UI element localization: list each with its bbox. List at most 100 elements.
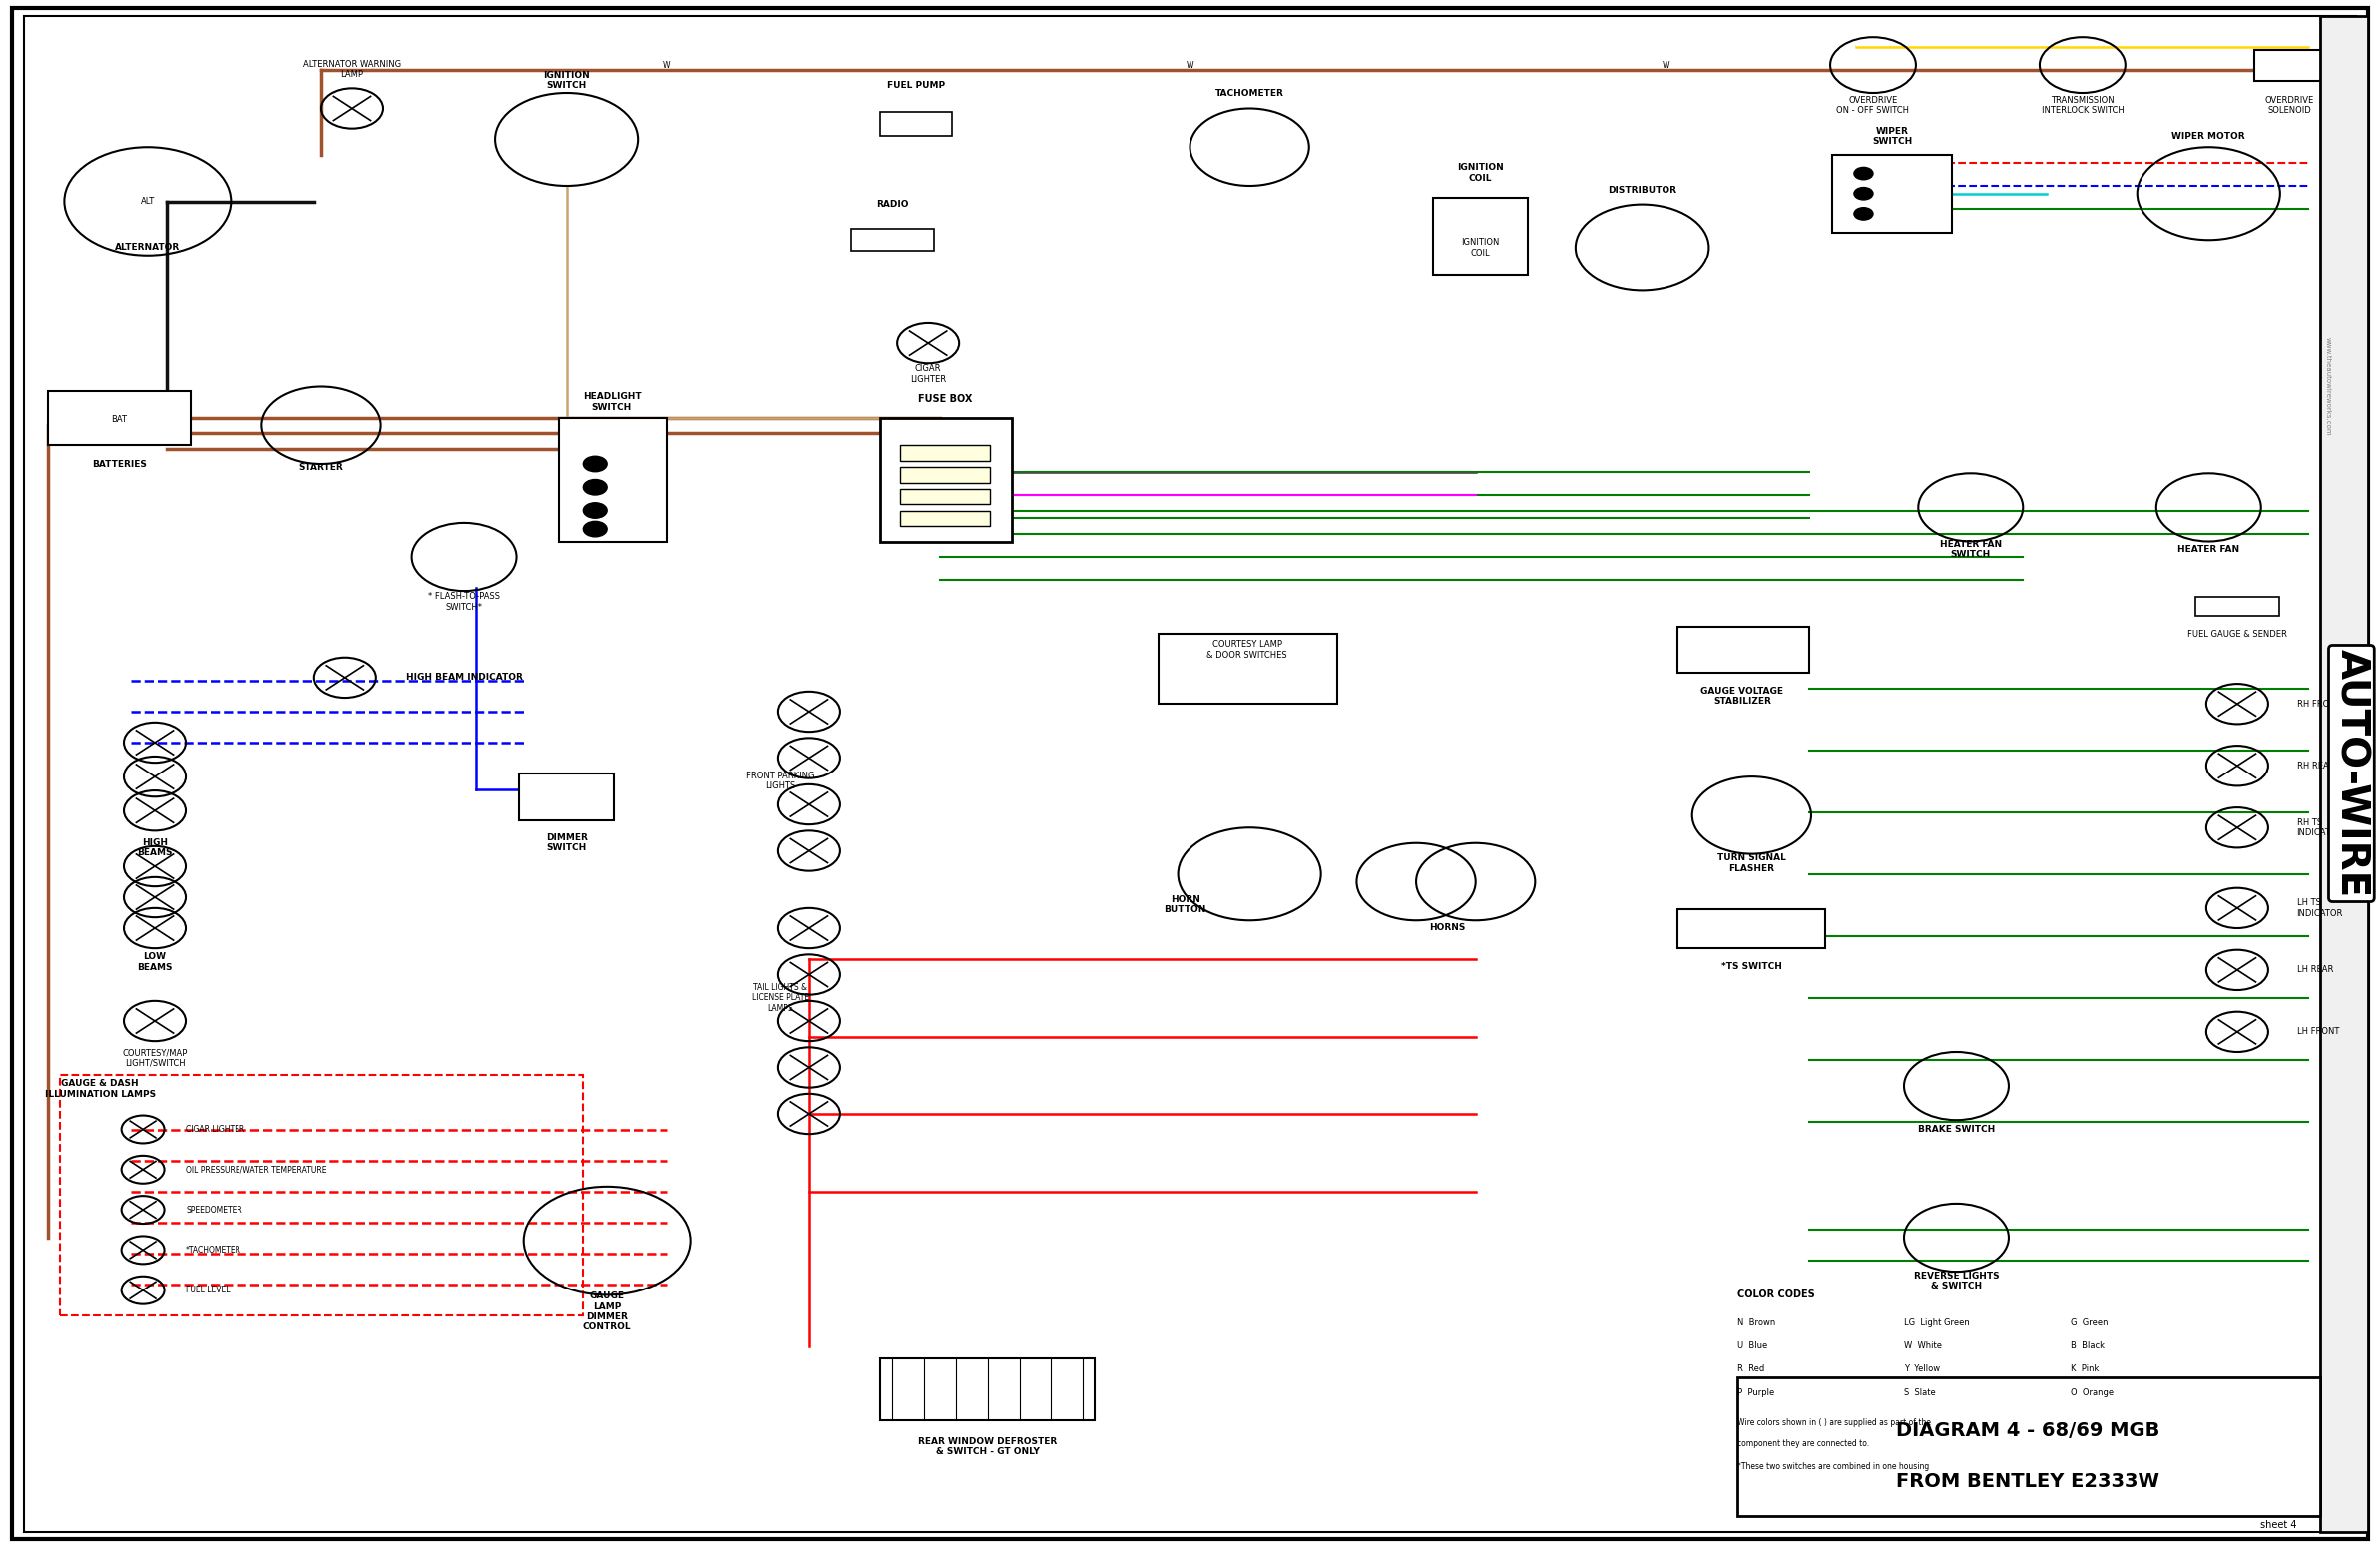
Text: O  Orange: O Orange: [2071, 1388, 2113, 1397]
Text: TRANSMISSION
INTERLOCK SWITCH: TRANSMISSION INTERLOCK SWITCH: [2042, 96, 2123, 114]
Bar: [1678, 627, 1809, 673]
Bar: [1678, 910, 1825, 948]
Text: LH TS
INDICATOR: LH TS INDICATOR: [2297, 899, 2342, 917]
Text: G  Green: G Green: [2071, 1318, 2109, 1327]
Text: P  Purple: P Purple: [1737, 1388, 1775, 1397]
Text: DIMMER
SWITCH: DIMMER SWITCH: [545, 834, 588, 852]
Bar: [850, 229, 933, 251]
Text: ALT: ALT: [140, 196, 155, 206]
Circle shape: [583, 503, 607, 518]
Text: WIPER MOTOR: WIPER MOTOR: [2173, 131, 2244, 141]
Text: component they are connected to.: component they are connected to.: [1737, 1439, 1868, 1448]
Text: BAT: BAT: [112, 415, 126, 424]
Text: RH FRONT: RH FRONT: [2297, 699, 2340, 709]
Text: W: W: [1661, 60, 1671, 70]
Text: FUEL GAUGE & SENDER: FUEL GAUGE & SENDER: [2187, 630, 2287, 639]
Text: GAUGE
LAMP
DIMMER
CONTROL: GAUGE LAMP DIMMER CONTROL: [583, 1292, 631, 1332]
Circle shape: [583, 521, 607, 537]
Bar: [60, 1075, 583, 1315]
Bar: [900, 467, 990, 483]
Text: *TS SWITCH: *TS SWITCH: [1721, 962, 1783, 972]
Text: * FLASH-TO-PASS
SWITCH*: * FLASH-TO-PASS SWITCH*: [428, 593, 500, 611]
Text: K  Pink: K Pink: [2071, 1364, 2099, 1374]
Text: N  Brown: N Brown: [1737, 1318, 1775, 1327]
Text: W: W: [1185, 60, 1195, 70]
Text: CIGAR LIGHTER: CIGAR LIGHTER: [186, 1125, 245, 1134]
Bar: [519, 774, 614, 820]
Bar: [2320, 15, 2368, 1532]
Text: Wire colors shown in ( ) are supplied as part of the: Wire colors shown in ( ) are supplied as…: [1737, 1419, 1930, 1428]
Text: LG  Light Green: LG Light Green: [1904, 1318, 1971, 1327]
Text: U  Blue: U Blue: [1737, 1341, 1768, 1351]
Text: COLOR CODES: COLOR CODES: [1737, 1290, 1816, 1299]
Text: GAUGE & DASH
ILLUMINATION LAMPS: GAUGE & DASH ILLUMINATION LAMPS: [45, 1080, 155, 1098]
Text: FRONT PARKING
LIGHTS: FRONT PARKING LIGHTS: [747, 772, 814, 791]
Text: IGNITION
COIL: IGNITION COIL: [1461, 238, 1499, 257]
Bar: [1833, 155, 1952, 232]
Text: HEATER FAN: HEATER FAN: [2178, 545, 2240, 554]
Bar: [900, 511, 990, 526]
Text: FUSE BOX: FUSE BOX: [919, 394, 971, 404]
Text: B  Black: B Black: [2071, 1341, 2104, 1351]
Text: DIAGRAM 4 - 68/69 MGB: DIAGRAM 4 - 68/69 MGB: [1897, 1422, 2159, 1440]
Text: COURTESY LAMP
& DOOR SWITCHES: COURTESY LAMP & DOOR SWITCHES: [1207, 640, 1288, 659]
Circle shape: [1854, 167, 1873, 179]
Text: TURN SIGNAL
FLASHER: TURN SIGNAL FLASHER: [1718, 854, 1785, 873]
Text: IGNITION
COIL: IGNITION COIL: [1457, 162, 1504, 183]
Text: BRAKE SWITCH: BRAKE SWITCH: [1918, 1125, 1994, 1134]
Bar: [1737, 1377, 2320, 1516]
Text: IGNITION
SWITCH: IGNITION SWITCH: [543, 71, 590, 90]
Circle shape: [583, 480, 607, 495]
Text: BATTERIES: BATTERIES: [90, 459, 148, 469]
Text: *TACHOMETER: *TACHOMETER: [186, 1245, 240, 1255]
Bar: [559, 418, 666, 541]
Text: GAUGE VOLTAGE
STABILIZER: GAUGE VOLTAGE STABILIZER: [1702, 687, 1783, 705]
Text: www.theautowireworks.com: www.theautowireworks.com: [2325, 337, 2330, 436]
Text: OIL PRESSURE/WATER TEMPERATURE: OIL PRESSURE/WATER TEMPERATURE: [186, 1165, 326, 1174]
Text: RH TS
INDICATOR: RH TS INDICATOR: [2297, 818, 2342, 837]
Text: SPEEDOMETER: SPEEDOMETER: [186, 1205, 243, 1214]
Text: WIPER
SWITCH: WIPER SWITCH: [1873, 127, 1911, 145]
Bar: [2194, 597, 2278, 616]
Text: W  White: W White: [1904, 1341, 1942, 1351]
Text: FROM BENTLEY E2333W: FROM BENTLEY E2333W: [1897, 1473, 2159, 1491]
Text: LOW
BEAMS: LOW BEAMS: [138, 953, 171, 972]
Text: RH REAR: RH REAR: [2297, 761, 2335, 770]
Text: FUEL LEVEL: FUEL LEVEL: [186, 1286, 231, 1295]
Text: sheet 4: sheet 4: [2261, 1521, 2297, 1530]
Bar: [881, 418, 1012, 541]
Bar: [1433, 198, 1528, 275]
Circle shape: [1854, 207, 1873, 220]
Text: LH FRONT: LH FRONT: [2297, 1027, 2340, 1036]
Text: OVERDRIVE
SOLENOID: OVERDRIVE SOLENOID: [2266, 96, 2313, 114]
Text: STARTER: STARTER: [300, 463, 343, 472]
Text: REAR WINDOW DEFROSTER
& SWITCH - GT ONLY: REAR WINDOW DEFROSTER & SWITCH - GT ONLY: [919, 1437, 1057, 1456]
Text: HORNS: HORNS: [1428, 924, 1466, 933]
Text: CIGAR
LIGHTER: CIGAR LIGHTER: [909, 365, 947, 384]
Text: TACHOMETER: TACHOMETER: [1216, 88, 1283, 97]
Text: *These two switches are combined in one housing: *These two switches are combined in one …: [1737, 1462, 1930, 1471]
Text: ALTERNATOR: ALTERNATOR: [114, 243, 181, 252]
Text: HORN
BUTTON: HORN BUTTON: [1164, 896, 1207, 914]
Bar: [48, 391, 190, 446]
Text: AUTO-WIRE: AUTO-WIRE: [2332, 650, 2370, 897]
Text: R  Red: R Red: [1737, 1364, 1764, 1374]
Text: DISTRIBUTOR: DISTRIBUTOR: [1609, 186, 1676, 195]
Text: RADIO: RADIO: [876, 200, 909, 209]
Text: OVERDRIVE
ON - OFF SWITCH: OVERDRIVE ON - OFF SWITCH: [1837, 96, 1909, 114]
Text: HEADLIGHT
SWITCH: HEADLIGHT SWITCH: [583, 393, 640, 412]
Text: ALTERNATOR WARNING
LAMP: ALTERNATOR WARNING LAMP: [302, 60, 402, 79]
Text: COURTESY/MAP
LIGHT/SWITCH: COURTESY/MAP LIGHT/SWITCH: [121, 1049, 188, 1067]
Circle shape: [583, 456, 607, 472]
Bar: [900, 489, 990, 504]
Text: FUEL PUMP: FUEL PUMP: [888, 80, 945, 90]
Bar: [881, 111, 952, 135]
Text: LH REAR: LH REAR: [2297, 965, 2332, 975]
Text: Y  Yellow: Y Yellow: [1904, 1364, 1940, 1374]
Text: W: W: [662, 60, 671, 70]
Bar: [2254, 50, 2325, 80]
Text: S  Slate: S Slate: [1904, 1388, 1935, 1397]
Bar: [900, 446, 990, 461]
Circle shape: [1854, 187, 1873, 200]
Text: HEATER FAN
SWITCH: HEATER FAN SWITCH: [1940, 540, 2002, 558]
